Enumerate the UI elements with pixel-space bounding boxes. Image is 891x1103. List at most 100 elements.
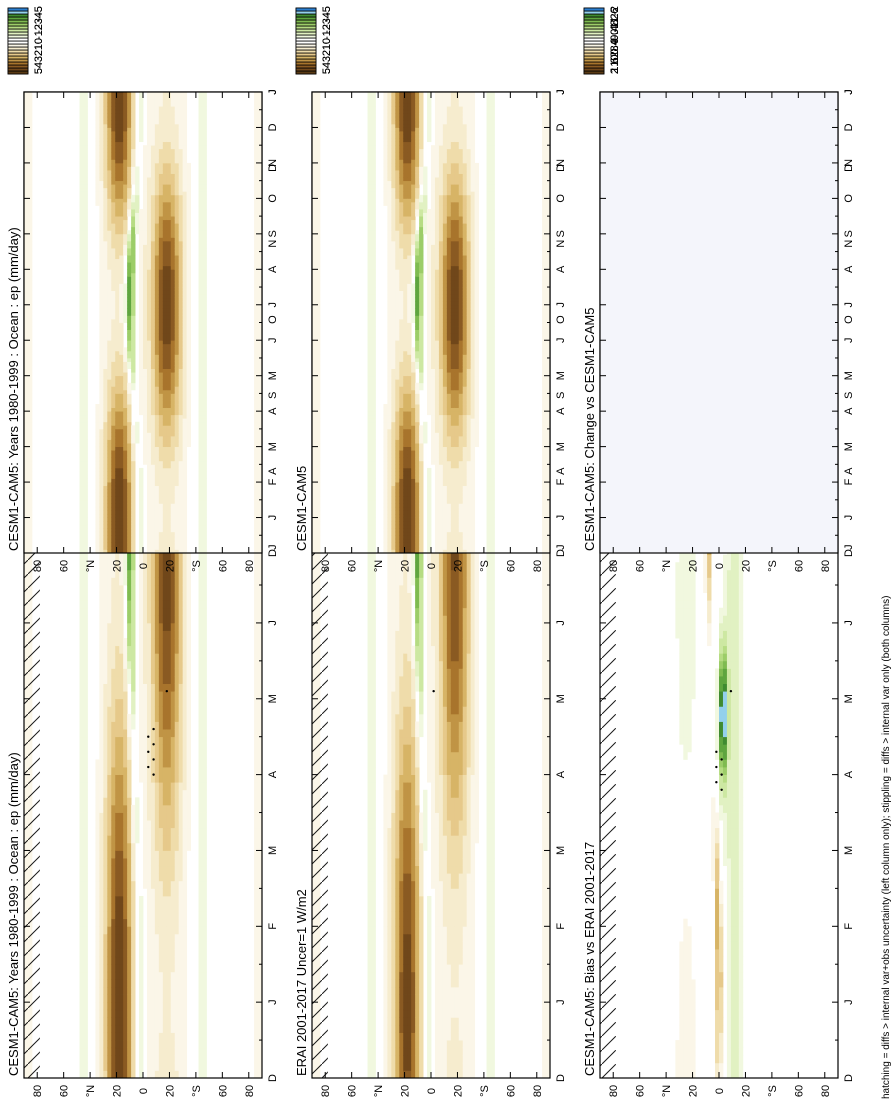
field-cell (107, 850, 112, 859)
field-cell (119, 865, 124, 874)
field-cell (162, 842, 168, 851)
field-cell (371, 615, 376, 624)
field-cell (103, 804, 108, 813)
field-cell (162, 956, 168, 965)
field-cell (115, 706, 120, 715)
field-cell (99, 979, 104, 988)
field-cell (123, 797, 128, 806)
field-cell (83, 865, 88, 874)
field-cell (198, 971, 203, 980)
field-cell (367, 759, 372, 768)
field-cell (202, 804, 207, 813)
field-cell (119, 956, 124, 965)
field-cell (83, 676, 88, 684)
field-cell (182, 729, 188, 738)
field-cell (254, 986, 259, 995)
field-cell (131, 721, 136, 730)
field-cell (202, 645, 207, 654)
field-cell (107, 918, 112, 927)
field-cell (162, 1040, 168, 1049)
field-cell (166, 1047, 172, 1056)
field-cell (387, 827, 392, 836)
field-cell (150, 607, 156, 616)
field-cell (182, 577, 188, 586)
field-cell (154, 858, 160, 867)
field-cell (367, 827, 372, 836)
field-cell (367, 653, 372, 662)
field-cell (115, 1047, 120, 1056)
field-cell (115, 903, 120, 912)
field-cell (198, 698, 203, 707)
field-cell (178, 918, 184, 927)
field-cell (115, 941, 120, 950)
field-cell (174, 622, 180, 631)
field-cell (166, 774, 172, 783)
field-cell (158, 607, 164, 616)
field-cell (174, 858, 180, 867)
field-cell (367, 1047, 372, 1056)
field-cell (371, 941, 376, 950)
field-cell (391, 956, 396, 965)
field-cell (162, 933, 168, 942)
field-cell (111, 736, 116, 745)
field-cell (174, 835, 180, 844)
field-cell (202, 797, 207, 806)
field-cell (371, 638, 376, 647)
field-cell (143, 554, 148, 563)
field-cell (158, 956, 164, 965)
field-cell (198, 774, 203, 783)
field-cell (119, 986, 124, 995)
field-cell (150, 585, 156, 593)
field-cell (79, 736, 84, 745)
field-cell (99, 592, 104, 601)
field-cell (166, 676, 172, 684)
field-cell (174, 804, 180, 813)
field-cell (107, 941, 112, 950)
field-cell (371, 1017, 376, 1026)
field-cell (158, 600, 164, 609)
field-cell (154, 842, 160, 851)
field-cell (202, 1062, 207, 1071)
field-cell (178, 1040, 184, 1049)
field-cell (178, 827, 184, 836)
field-cell (258, 865, 263, 874)
field-cell (154, 622, 160, 631)
field-cell (79, 645, 84, 654)
field-cell (158, 645, 164, 654)
field-cell (258, 979, 263, 988)
field-cell (127, 782, 132, 791)
field-cell (127, 592, 132, 601)
field-cell (170, 804, 176, 813)
field-cell (115, 865, 120, 874)
field-cell (254, 918, 259, 927)
field-cell (170, 645, 176, 654)
field-cell (178, 888, 184, 897)
field-cell (399, 1017, 404, 1026)
field-cell (162, 607, 168, 616)
field-cell (254, 820, 259, 829)
field-cell (103, 721, 108, 730)
field-cell (99, 1062, 104, 1071)
field-cell (178, 774, 184, 783)
field-cell (254, 683, 259, 692)
field-cell (115, 1002, 120, 1011)
field-cell (395, 903, 400, 912)
field-cell (139, 774, 144, 783)
field-cell (146, 804, 152, 813)
field-cell (119, 767, 124, 776)
field-cell (367, 1009, 372, 1018)
field-cell (158, 858, 164, 867)
field-cell (198, 706, 203, 715)
field-cell (162, 1002, 168, 1011)
field-cell (131, 994, 136, 1003)
field-cell (367, 698, 372, 707)
field-cell (182, 562, 188, 571)
field-cell (103, 600, 108, 609)
field-cell (154, 911, 160, 920)
field-cell (258, 630, 263, 639)
field-cell (115, 842, 120, 851)
field-cell (395, 698, 400, 707)
field-cell (202, 926, 207, 935)
field-cell (395, 607, 400, 616)
colorbar-label: 0 (33, 38, 45, 44)
